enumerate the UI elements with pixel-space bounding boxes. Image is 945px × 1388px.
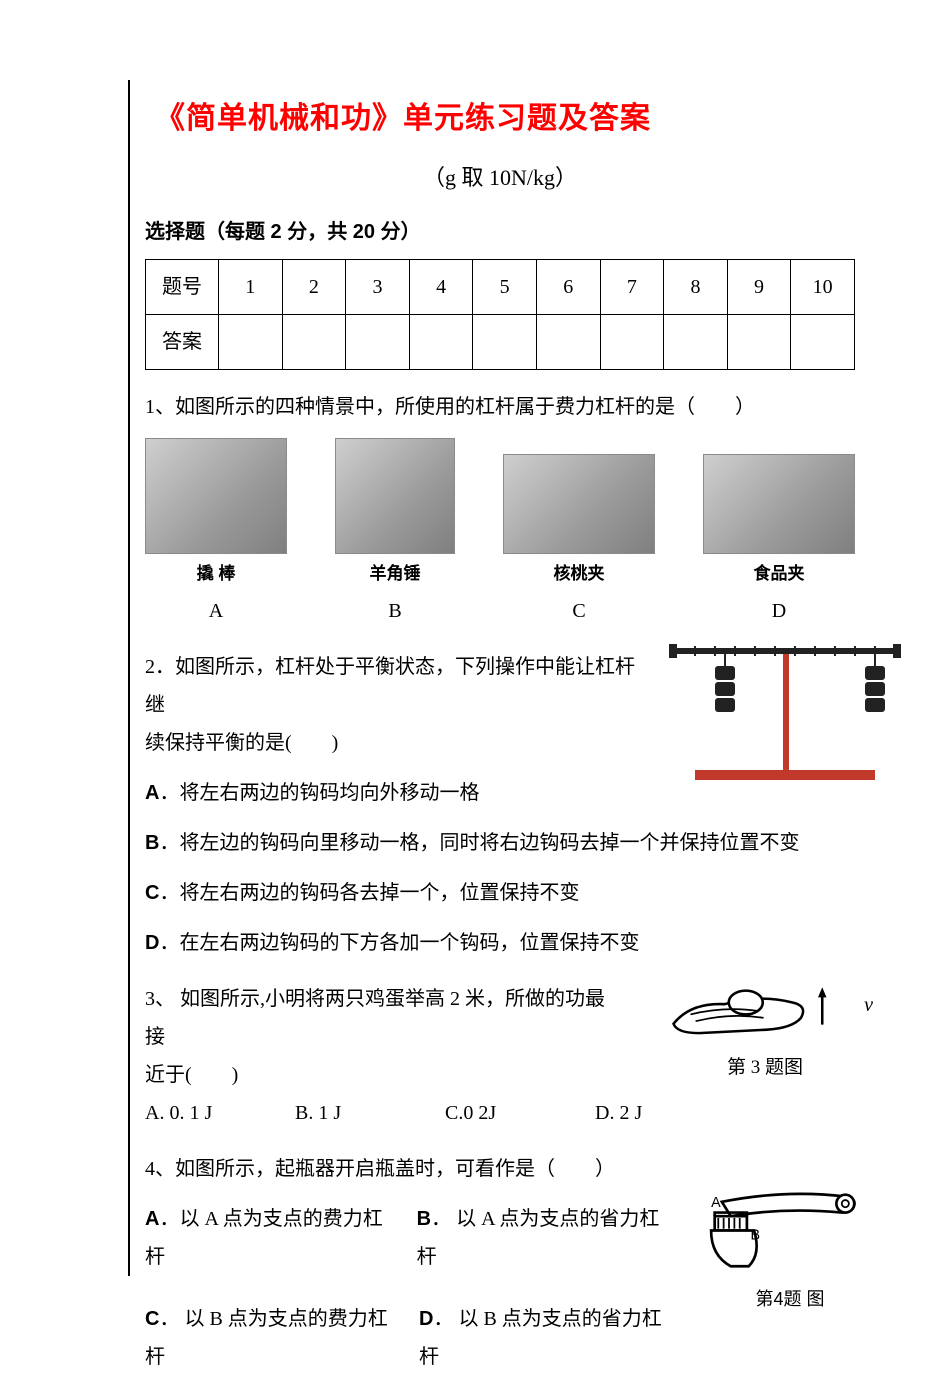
col-num: 8 <box>664 259 728 314</box>
row-label: 答案 <box>146 314 219 369</box>
q4-label-b: B <box>750 1228 760 1244</box>
answer-cell <box>473 314 537 369</box>
col-num: 2 <box>282 259 346 314</box>
q1-image-b <box>335 438 455 554</box>
q1-stem: 1、如图所示的四种情景中，所使用的杠杆属于费力杠杆的是（ ） <box>145 388 855 426</box>
q4-opt-c: C． 以 B 点为支点的费力杠杆 <box>145 1300 391 1376</box>
q2-stem-line1: 2．如图所示，杠杆处于平衡状态，下列操作中能让杠杆继 <box>145 648 635 724</box>
q3-stem-line1: 3、 如图所示,小明将两只鸡蛋举高 2 米，所做的功最接 <box>145 980 615 1056</box>
q3-opt-c: C.0 2J <box>445 1094 555 1132</box>
q3-v-label: v <box>864 986 873 1024</box>
q4-label-a: A <box>711 1195 721 1211</box>
q4-opt-a: A．以 A 点为支点的费力杠杆 <box>145 1200 389 1276</box>
answer-cell <box>727 314 791 369</box>
q1-item-b: 羊角锤 B <box>335 438 455 630</box>
answer-cell <box>536 314 600 369</box>
row-label: 题号 <box>146 259 219 314</box>
q2-text: 2．如图所示，杠杆处于平衡状态，下列操作中能让杠杆继 续保持平衡的是( ) <box>145 648 635 762</box>
q1-caption-d: 食品夹 <box>703 558 855 590</box>
q3-opt-b: B. 1 J <box>295 1094 405 1132</box>
answer-cell <box>600 314 664 369</box>
answer-cell <box>664 314 728 369</box>
content-area: 《简单机械和功》单元练习题及答案 （g 取 10N/kg） 选择题（每题 2 分… <box>145 80 855 1388</box>
q2-opt-c: C．将左右两边的钩码各去掉一个，位置保持不变 <box>145 874 855 912</box>
q1-letter-a: A <box>145 592 287 630</box>
q3-opt-a: A. 0. 1 J <box>145 1094 255 1132</box>
q1-item-c: 核桃夹 C <box>503 454 655 630</box>
page: 《简单机械和功》单元练习题及答案 （g 取 10N/kg） 选择题（每题 2 分… <box>0 0 945 1336</box>
col-num: 4 <box>409 259 473 314</box>
q1-item-a: 撬 棒 A <box>145 438 287 630</box>
q1-image-d <box>703 454 855 554</box>
q2-stem-line2: 续保持平衡的是( ) <box>145 724 635 762</box>
col-num: 6 <box>536 259 600 314</box>
question-1: 1、如图所示的四种情景中，所使用的杠杆属于费力杠杆的是（ ） 撬 棒 A 羊角锤… <box>145 388 855 630</box>
q2-opt-d: D．在左右两边钩码的下方各加一个钩码，位置保持不变 <box>145 924 855 962</box>
q1-letter-c: C <box>503 592 655 630</box>
q1-caption-a: 撬 棒 <box>145 558 287 590</box>
left-margin-rule <box>128 80 130 1276</box>
q3-caption: 第 3 题图 <box>665 1050 865 1086</box>
answer-table: 题号 1 2 3 4 5 6 7 8 9 10 答案 <box>145 259 855 370</box>
q2-options: AA．将左右两边的钩码均向外移动一格．将左右两边的钩码均向外移动一格 B．将左边… <box>145 774 855 962</box>
q4-options: A．以 A 点为支点的费力杠杆 B． 以 A 点为支点的省力杠杆 C． 以 B … <box>145 1188 665 1388</box>
section-heading: 选择题（每题 2 分，共 20 分） <box>145 213 855 251</box>
q1-caption-c: 核桃夹 <box>503 558 655 590</box>
doc-title: 《简单机械和功》单元练习题及答案 <box>155 90 855 147</box>
q4-figure: A B 第4题 图 <box>695 1176 885 1316</box>
table-row: 答案 <box>146 314 855 369</box>
answer-cell <box>346 314 410 369</box>
col-num: 1 <box>219 259 283 314</box>
q3-opt-d: D. 2 J <box>595 1094 705 1132</box>
answer-cell <box>791 314 855 369</box>
question-4: 4、如图所示，起瓶器开启瓶盖时，可看作是（ ） A．以 A 点为支点的费力杠杆 … <box>145 1150 855 1388</box>
col-num: 3 <box>346 259 410 314</box>
q3-figure: v 第 3 题图 <box>665 976 865 1086</box>
hand-egg-icon <box>665 976 835 1046</box>
q3-text: 3、 如图所示,小明将两只鸡蛋举高 2 米，所做的功最接 近于( ) <box>145 980 615 1094</box>
q4-opt-d: D． 以 B 点为支点的省力杠杆 <box>419 1300 665 1376</box>
q4-caption: 第4题 图 <box>695 1282 885 1316</box>
q1-item-d: 食品夹 D <box>703 454 855 630</box>
balance-icon <box>665 622 905 782</box>
bottle-opener-icon: A B <box>695 1176 865 1276</box>
answer-cell <box>282 314 346 369</box>
q1-image-c <box>503 454 655 554</box>
col-num: 7 <box>600 259 664 314</box>
answer-cell <box>219 314 283 369</box>
q1-letter-b: B <box>335 592 455 630</box>
q1-figure-row: 撬 棒 A 羊角锤 B 核桃夹 C 食品夹 D <box>145 438 855 630</box>
q3-options: A. 0. 1 J B. 1 J C.0 2J D. 2 J <box>145 1094 855 1132</box>
col-num: 9 <box>727 259 791 314</box>
q3-stem-line2: 近于( ) <box>145 1056 615 1094</box>
answer-cell <box>409 314 473 369</box>
doc-subtitle: （g 取 10N/kg） <box>145 157 855 199</box>
col-num: 10 <box>791 259 855 314</box>
col-num: 5 <box>473 259 537 314</box>
q2-figure <box>665 622 905 782</box>
question-3: 3、 如图所示,小明将两只鸡蛋举高 2 米，所做的功最接 近于( ) A. 0.… <box>145 980 855 1132</box>
q1-image-a <box>145 438 287 554</box>
table-row: 题号 1 2 3 4 5 6 7 8 9 10 <box>146 259 855 314</box>
q4-opt-b: B． 以 A 点为支点的省力杠杆 <box>417 1200 665 1276</box>
q2-opt-b: B．将左边的钩码向里移动一格，同时将右边钩码去掉一个并保持位置不变 <box>145 824 855 862</box>
question-2: 2．如图所示，杠杆处于平衡状态，下列操作中能让杠杆继 续保持平衡的是( ) AA… <box>145 648 855 962</box>
q1-caption-b: 羊角锤 <box>335 558 455 590</box>
